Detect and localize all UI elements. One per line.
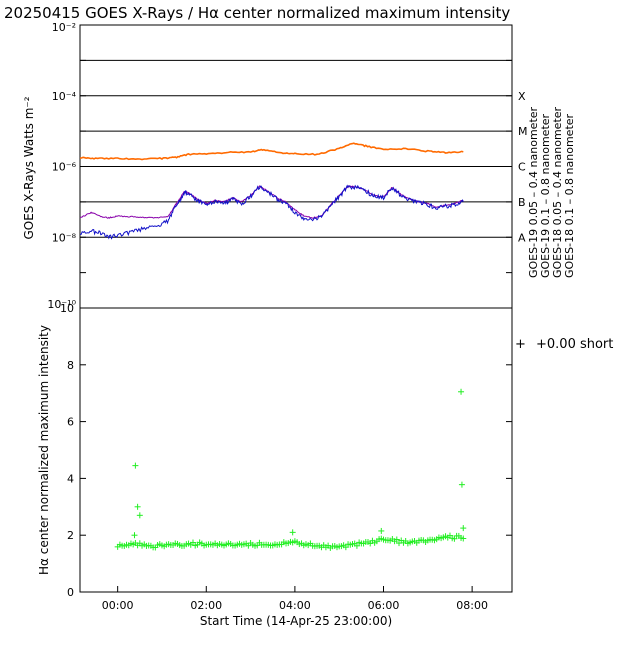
halpha-point <box>353 542 360 549</box>
flare-class-B: B <box>518 196 526 209</box>
x-axis-label: Start Time (14-Apr-25 23:00:00) <box>200 614 392 628</box>
halpha-y-tick-label: 8 <box>67 359 74 372</box>
legend-goes19-short: GOES-19 0.05 – 0.4 nanometer <box>527 106 540 278</box>
chart-title: 20250415 GOES X-Rays / Hα center normali… <box>4 4 510 22</box>
x-tick-label: 08:00 <box>456 599 488 612</box>
halpha-y-axis-label: Hα center normalized maximum intensity <box>37 325 51 575</box>
xray-y-tick-label: 10⁻¹⁰ <box>47 298 76 311</box>
halpha-legend-label: +0.00 short <box>536 337 613 352</box>
halpha-y-tick-label: 6 <box>67 416 74 429</box>
xray-y-tick-label: 10⁻⁶ <box>52 161 77 174</box>
series-line-goes18-short <box>79 184 464 219</box>
x-tick-label: 04:00 <box>279 599 311 612</box>
legend-goes18-short: GOES-18 0.05 – 0.4 nanometer <box>551 106 564 278</box>
halpha-legend-symbol: + <box>515 337 526 352</box>
xray-y-tick-label: 10⁻² <box>52 21 76 34</box>
halpha-outlier-point <box>132 462 139 469</box>
legend-goes18-long: GOES-18 0.1 – 0.8 nanometer <box>563 113 576 278</box>
xray-y-tick-label: 10⁻⁸ <box>52 231 77 244</box>
flare-class-A: A <box>518 231 526 244</box>
halpha-panel-frame <box>79 307 513 593</box>
x-tick-label: 06:00 <box>368 599 400 612</box>
halpha-y-tick-label: 2 <box>67 529 74 542</box>
halpha-point <box>460 535 467 542</box>
halpha-outlier-point <box>378 527 385 534</box>
halpha-point <box>189 539 196 546</box>
halpha-y-tick-label: 0 <box>67 586 74 599</box>
halpha-outlier-point <box>458 388 465 395</box>
halpha-outlier-point <box>134 503 141 510</box>
x-tick-label: 02:00 <box>190 599 222 612</box>
flare-class-C: C <box>518 161 526 174</box>
halpha-y-tick-label: 10 <box>60 302 74 315</box>
flare-class-M: M <box>518 125 528 138</box>
halpha-point <box>393 536 400 543</box>
halpha-outlier-point <box>289 529 296 536</box>
x-tick-label: 00:00 <box>102 599 134 612</box>
halpha-outlier-point <box>131 532 138 539</box>
halpha-outlier-point <box>136 512 143 519</box>
xray-y-axis-label: GOES X-Rays Watts m⁻² <box>22 96 36 239</box>
series-line-goes19-short <box>80 184 464 240</box>
halpha-outlier-point <box>458 481 465 488</box>
flare-class-X: X <box>518 90 526 103</box>
series-line-goes18-long <box>79 142 464 161</box>
legend-goes19-long: GOES-19 0.1 – 0.8 nanometer <box>539 113 552 278</box>
halpha-outlier-point <box>460 525 467 532</box>
halpha-y-tick-label: 4 <box>67 472 74 485</box>
xray-y-tick-label: 10⁻⁴ <box>52 90 77 103</box>
